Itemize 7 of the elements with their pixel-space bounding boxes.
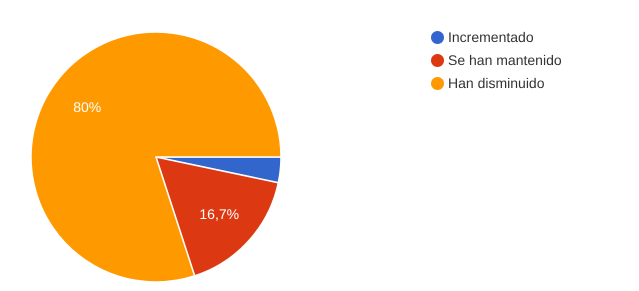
pie-slice [155, 156, 280, 277]
data-label: 80% [73, 99, 102, 116]
legend-label: Se han mantenido [448, 52, 562, 68]
pie-slice [30, 31, 282, 283]
legend-label: Han disminuido [448, 75, 544, 91]
data-label: 16,7% [199, 206, 240, 222]
legend-label: Incrementado [448, 29, 534, 45]
